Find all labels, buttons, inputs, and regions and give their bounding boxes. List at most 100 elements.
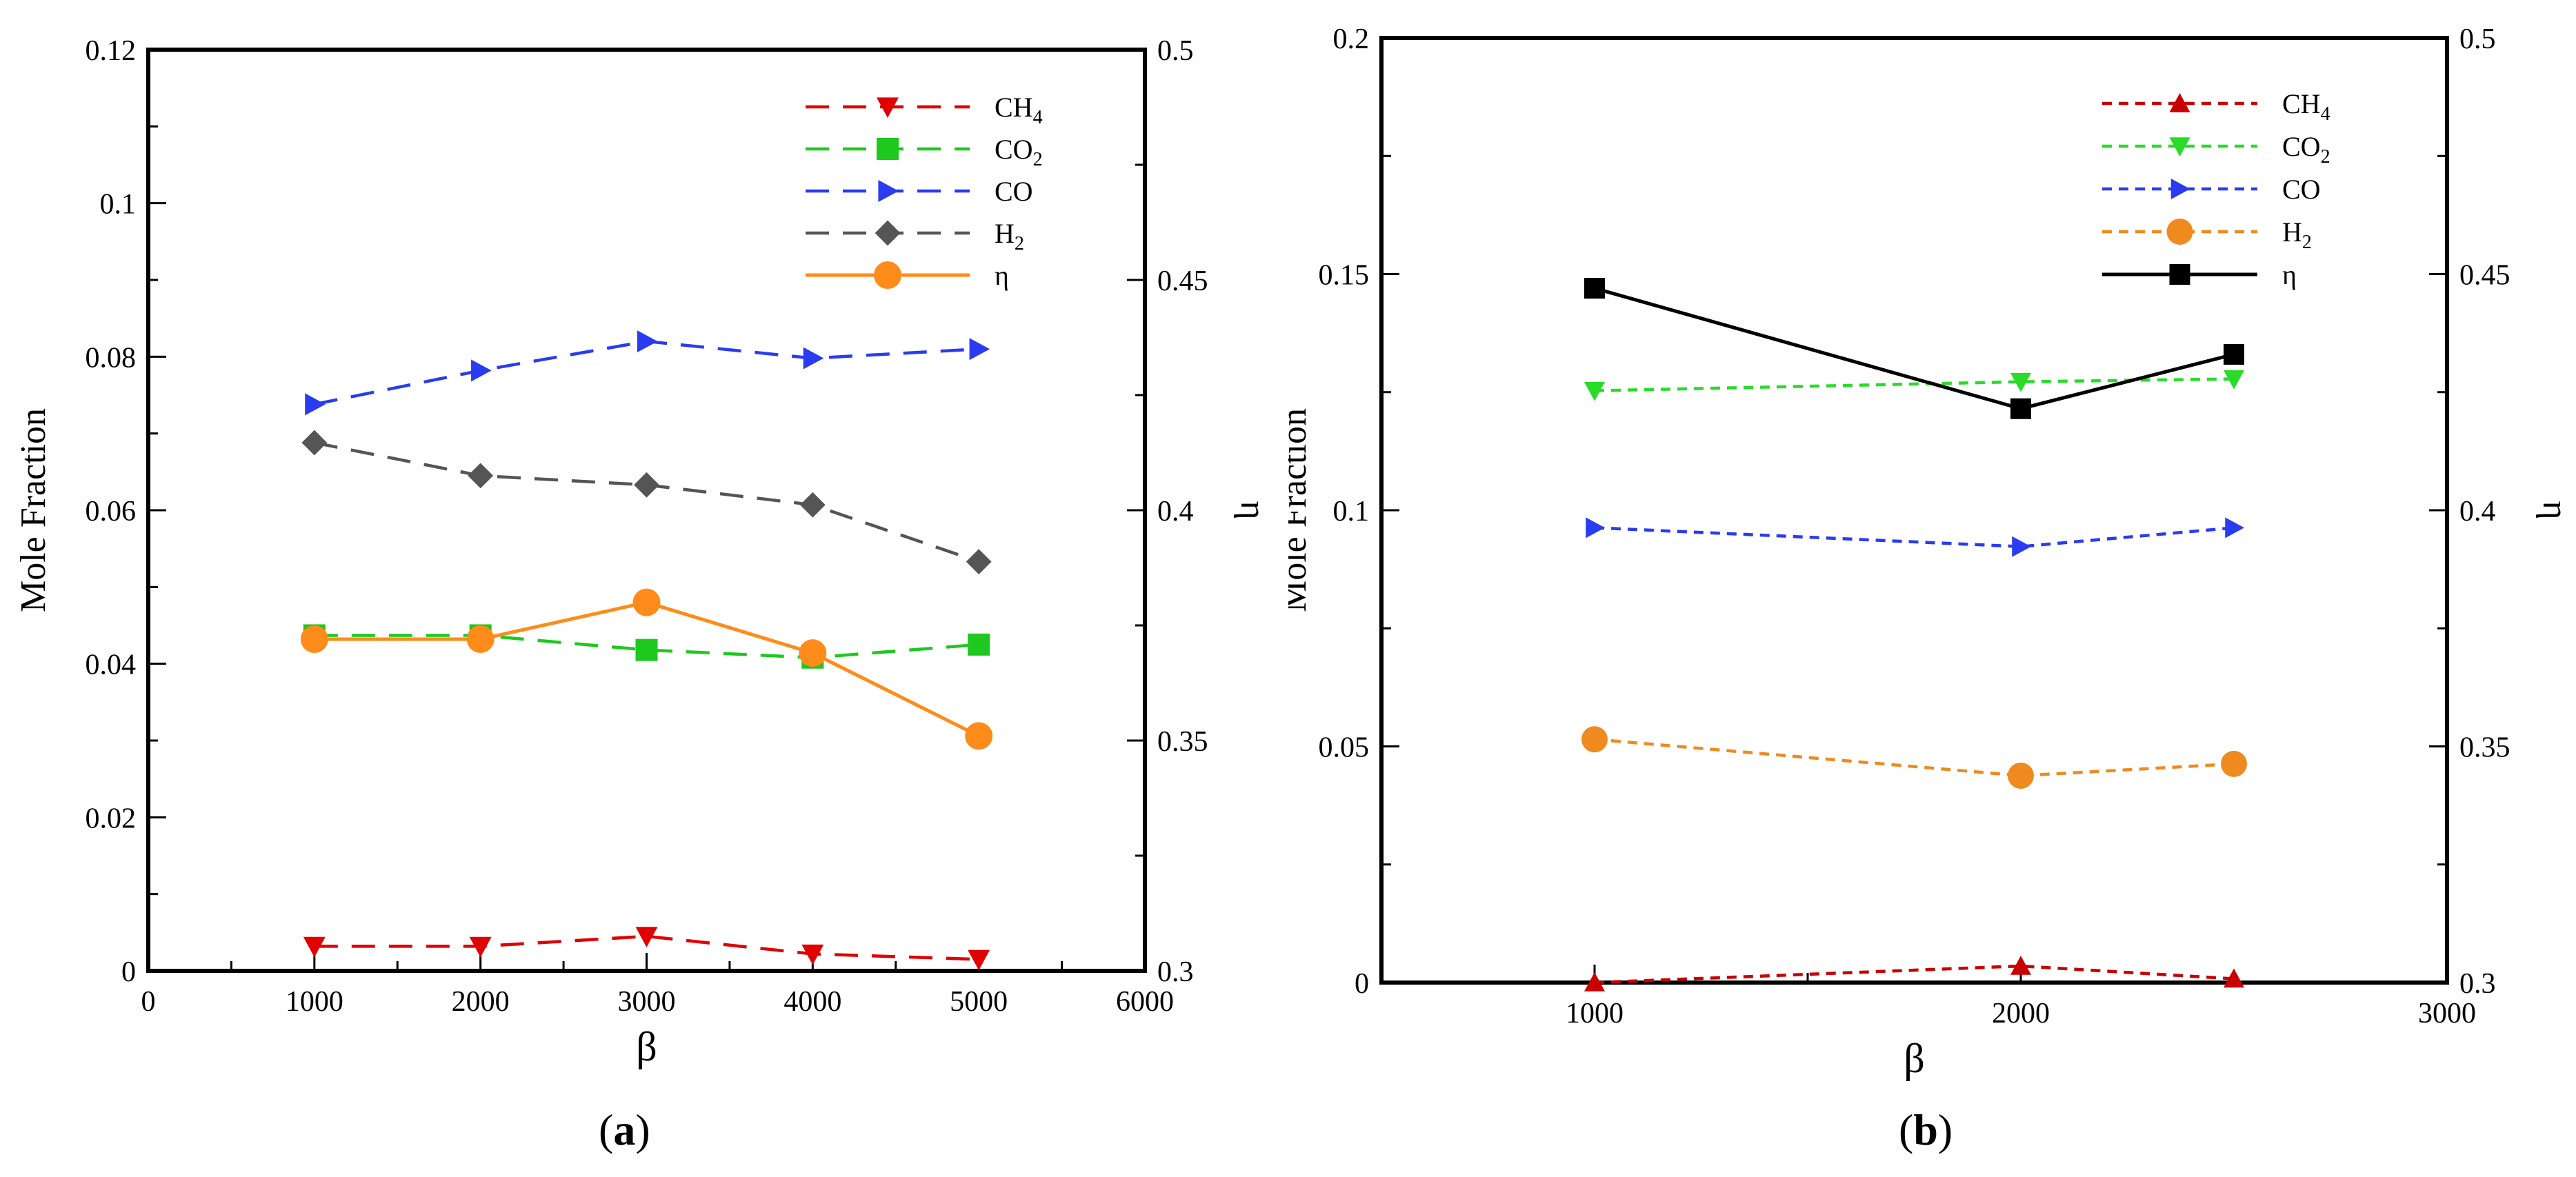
series-2 [305, 330, 990, 416]
data-point [300, 625, 328, 654]
legend-label: CO [2282, 174, 2321, 205]
data-point [634, 472, 659, 498]
series-2 [1586, 517, 2244, 557]
x-axis-label: β [1904, 1036, 1925, 1081]
data-point [799, 639, 827, 667]
legend: CH4 CO2 CO H2 η [2102, 88, 2330, 290]
data-point [2221, 750, 2247, 777]
data-point [803, 347, 824, 370]
x-tick-label: 2000 [452, 986, 510, 1018]
y2-tick-label: 0.5 [2459, 23, 2496, 55]
panel-b-caption: (b) [1899, 1105, 1953, 1154]
legend-marker [2169, 264, 2190, 285]
series-line [1594, 526, 2235, 548]
data-point [966, 549, 992, 574]
series-0 [1584, 956, 2244, 992]
panel-a-caption-letter: a [613, 1105, 636, 1154]
y-tick-label: 0 [1355, 968, 1369, 1000]
data-point [469, 936, 492, 958]
y2-tick-label: 0.3 [2459, 968, 2496, 1000]
y2-tick-label: 0.3 [1157, 956, 1194, 988]
legend-label: H2 [995, 218, 1024, 254]
data-point [965, 722, 993, 750]
legend-marker [877, 97, 899, 118]
x-tick-label: 5000 [950, 986, 1008, 1018]
data-point [2224, 343, 2244, 365]
data-point [2224, 968, 2244, 988]
legend-label-subscript: 2 [1033, 149, 1043, 170]
y-tick-label: 0.06 [86, 496, 137, 527]
legend-marker [875, 220, 901, 246]
data-point [2010, 398, 2031, 419]
legend-label: η [2282, 259, 2297, 290]
y-tick-label: 0.02 [86, 803, 137, 834]
legend-label-subscript: 2 [2302, 232, 2312, 253]
legend-marker [2170, 179, 2190, 199]
x-tick-label: 3000 [618, 986, 676, 1018]
chart-b-svg: 0 0.05 0.1 0.15 0.2 0.3 0.35 0.4 0.45 0.5 1000 2000… [1275, 23, 2575, 1081]
data-point [2010, 956, 2031, 975]
data-point [2008, 762, 2034, 789]
data-point [968, 949, 990, 971]
y2-tick-label: 0.45 [2459, 260, 2510, 292]
legend-marker [878, 180, 899, 202]
legend-label: CH4 [2282, 88, 2330, 125]
legend-label: CO [995, 176, 1033, 207]
legend-label-subscript: 2 [2321, 146, 2330, 168]
series-line [1594, 737, 2235, 778]
panel-b-caption-letter: b [1913, 1105, 1938, 1154]
legend-label: CO2 [995, 134, 1043, 170]
y2-tick-label: 0.35 [1157, 726, 1208, 758]
x-tick-label: 1000 [286, 986, 343, 1018]
data-point [632, 588, 661, 616]
data-point [305, 393, 326, 416]
x-tick-label: 6000 [1116, 986, 1174, 1018]
legend-label: CO2 [2282, 131, 2330, 168]
y-tick-label: 0.12 [86, 35, 137, 67]
series-3 [1581, 726, 2247, 789]
legend-label: CH4 [995, 92, 1043, 128]
series-4 [1584, 278, 2244, 419]
y2-tick-label: 0.5 [1157, 35, 1194, 67]
x-axis-label: β [636, 1024, 657, 1069]
data-point [466, 625, 495, 654]
x-tick-label: 2000 [1992, 998, 2050, 1029]
y2-axis-label: η [2535, 501, 2575, 519]
series-1 [1584, 370, 2244, 401]
legend-marker [877, 138, 899, 160]
data-point [801, 944, 824, 965]
legend-label-subscript: 4 [1033, 107, 1043, 128]
series-line [314, 339, 979, 406]
y-tick-label: 0.1 [100, 189, 137, 221]
y2-tick-label: 0.45 [1157, 265, 1208, 297]
legend-marker [2166, 219, 2193, 245]
data-point [468, 463, 494, 489]
data-point [2010, 372, 2031, 392]
y-tick-label: 0.15 [1319, 260, 1370, 292]
y2-tick-label: 0.4 [2459, 496, 2496, 527]
legend-marker [874, 261, 901, 289]
series-line [1594, 377, 2235, 392]
y-axis-label: Mole Fraction [14, 408, 53, 612]
y2-tick-label: 0.4 [1157, 496, 1194, 527]
y-tick-label: 0.08 [86, 342, 137, 374]
panel-a-caption: (a) [599, 1105, 650, 1154]
x-tick-label: 0 [141, 986, 156, 1018]
series-line [1594, 286, 2235, 411]
legend: CH4 CO2 CO H2 η [806, 92, 1043, 291]
legend-label: H2 [2282, 217, 2312, 253]
data-point [301, 430, 328, 456]
x-tick-label: 4000 [783, 986, 841, 1018]
y-tick-label: 0.04 [86, 650, 137, 681]
x-tick-label: 3000 [2418, 998, 2476, 1029]
y-tick-label: 0.05 [1319, 732, 1370, 764]
x-tick-label: 1000 [1566, 998, 1624, 1029]
series-line [1594, 964, 2235, 985]
chart-a-svg: 0 0.02 0.04 0.06 0.08 0.1 0.12 0.3 0.35 0.4 0.45 0.… [14, 35, 1272, 1069]
series-1 [303, 624, 990, 669]
legend-label-subscript: 2 [1015, 233, 1024, 254]
data-point [635, 927, 658, 947]
series-line [314, 441, 979, 563]
y2-tick-label: 0.35 [2459, 732, 2510, 764]
data-point [303, 936, 326, 958]
